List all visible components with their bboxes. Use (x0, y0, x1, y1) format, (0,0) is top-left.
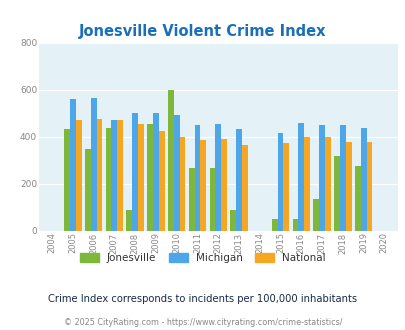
Bar (194, 125, 200, 231)
Bar (158, 131, 164, 231)
Bar (283, 143, 288, 231)
Bar (215, 124, 221, 231)
Bar (271, 219, 277, 231)
Bar (360, 128, 366, 231)
Bar (313, 199, 318, 231)
Bar (96, 119, 102, 231)
Bar (354, 166, 360, 231)
Bar (111, 120, 117, 231)
Bar (126, 210, 132, 231)
Bar (188, 168, 194, 231)
Bar (105, 128, 111, 231)
Text: © 2025 CityRating.com - https://www.cityrating.com/crime-statistics/: © 2025 CityRating.com - https://www.city… (64, 318, 341, 327)
Bar (333, 156, 339, 231)
Bar (117, 120, 123, 231)
Bar (345, 142, 351, 231)
Bar (153, 114, 158, 231)
Bar (277, 133, 283, 231)
Bar (209, 168, 215, 231)
Bar (76, 120, 81, 231)
Bar (70, 99, 76, 231)
Bar (366, 142, 371, 231)
Bar (235, 129, 241, 231)
Bar (138, 124, 143, 231)
Legend: Jonesville, Michigan, National: Jonesville, Michigan, National (76, 249, 329, 267)
Bar (132, 114, 138, 231)
Bar (241, 145, 247, 231)
Bar (85, 149, 90, 231)
Bar (200, 141, 206, 231)
Bar (64, 129, 70, 231)
Bar (168, 90, 173, 231)
Bar (90, 98, 96, 231)
Bar (147, 124, 153, 231)
Bar (173, 115, 179, 231)
Bar (303, 137, 309, 231)
Bar (292, 219, 298, 231)
Bar (318, 125, 324, 231)
Bar (298, 123, 303, 231)
Bar (324, 137, 330, 231)
Bar (221, 139, 226, 231)
Bar (230, 210, 235, 231)
Text: Crime Index corresponds to incidents per 100,000 inhabitants: Crime Index corresponds to incidents per… (48, 294, 357, 304)
Bar (339, 125, 345, 231)
Bar (179, 137, 185, 231)
Text: Jonesville Violent Crime Index: Jonesville Violent Crime Index (79, 24, 326, 39)
